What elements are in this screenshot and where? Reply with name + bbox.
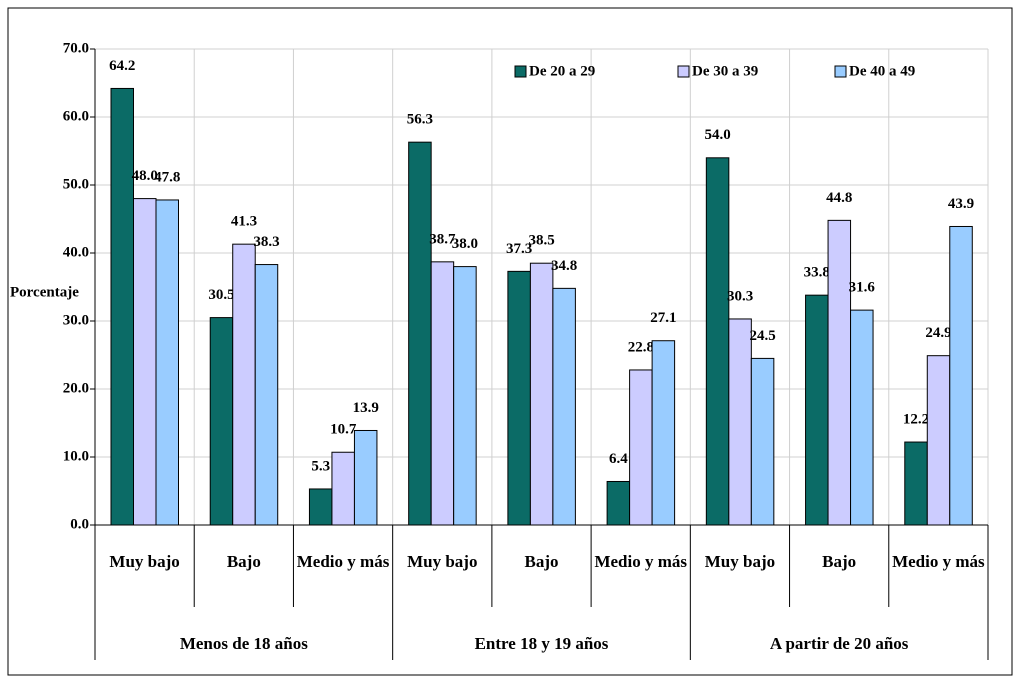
x-tick-label: Bajo (226, 552, 261, 571)
group-label: Entre 18 y 19 años (474, 634, 609, 653)
bar (453, 266, 477, 526)
data-label: 41.3 (231, 214, 257, 230)
x-tick-label-box: Bajo (822, 552, 857, 571)
bar (705, 157, 730, 526)
x-tick-label: Medio y más (594, 552, 687, 571)
data-label: 24.9 (925, 325, 951, 341)
frame (7, 7, 1013, 676)
data-label: 37.3 (506, 241, 532, 257)
x-tick-label: Medio y más (892, 552, 985, 571)
y-tick-label: 0.0 (70, 516, 89, 532)
data-label: 56.3 (407, 112, 433, 128)
data-label: 34.8 (551, 258, 577, 274)
y-tick-label: 30.0 (63, 312, 89, 328)
y-tick-label: 60.0 (63, 108, 89, 124)
x-tick-label: Medio y más (296, 552, 390, 571)
data-label: 38.3 (253, 234, 279, 250)
group-label-box: Entre 18 y 19 años (474, 634, 609, 653)
x-tick-label-box: Muy bajo (704, 552, 776, 571)
group-label: Menos de 18 años (179, 634, 308, 653)
data-label: 31.6 (849, 280, 876, 296)
y-tick-label: 40.0 (63, 244, 89, 260)
data-label: 24.5 (749, 328, 775, 344)
bar (651, 340, 676, 526)
bar (850, 309, 874, 526)
data-label: 33.8 (804, 265, 830, 281)
data-label: 47.8 (154, 169, 180, 185)
legend-swatch (677, 65, 690, 78)
data-label: 43.9 (948, 196, 974, 212)
y-tick-label: 70.0 (63, 40, 89, 56)
bar (308, 488, 333, 526)
group-label: A partir de 20 años (769, 634, 909, 653)
data-label: 22.8 (628, 339, 654, 355)
y-tick-label: 10.0 (63, 448, 89, 464)
bar (209, 317, 234, 526)
x-tick-label: Muy bajo (704, 552, 776, 571)
bar (904, 441, 928, 526)
x-tick-label: Bajo (524, 552, 559, 571)
x-tick-label-box: Muy bajo (407, 552, 478, 571)
bar (949, 225, 973, 526)
data-label: 30.3 (727, 288, 753, 304)
bar (110, 87, 134, 526)
bar (254, 264, 279, 526)
bar (926, 355, 951, 526)
data-label: 5.3 (311, 458, 330, 474)
data-label: 44.8 (826, 190, 852, 206)
legend-label: De 20 a 29 (529, 63, 595, 79)
data-label: 48.0 (132, 168, 158, 184)
bar (606, 480, 631, 526)
data-label: 12.2 (903, 411, 929, 427)
bar (133, 198, 157, 526)
x-tick-label-box: Medio y más (594, 552, 687, 571)
bar (232, 243, 256, 526)
legend-swatch (514, 65, 527, 78)
data-label: 54.0 (704, 127, 730, 143)
data-label: 38.5 (529, 233, 555, 249)
bar (507, 270, 531, 526)
data-label: 27.1 (650, 310, 676, 326)
bar (805, 294, 829, 526)
data-label: 30.5 (208, 287, 234, 303)
data-label: 38.0 (452, 236, 478, 252)
x-tick-label-box: Muy bajo (109, 552, 180, 571)
bar (629, 369, 653, 526)
legend-label: De 40 a 49 (849, 63, 915, 79)
bar (331, 451, 355, 526)
bar (552, 287, 576, 526)
x-tick-label: Muy bajo (407, 552, 478, 571)
bar (408, 141, 432, 526)
x-tick-label-box: Medio y más (296, 552, 390, 571)
group-label-box: Menos de 18 años (179, 634, 308, 653)
x-tick-label-box: Bajo (524, 552, 559, 571)
bar (529, 262, 554, 526)
bar (827, 219, 852, 526)
x-tick-label-box: Bajo (226, 552, 261, 571)
bar (155, 199, 179, 526)
x-tick-label: Bajo (822, 552, 857, 571)
bar (750, 357, 775, 526)
data-label: 13.9 (353, 400, 379, 416)
group-label-box: A partir de 20 años (769, 634, 909, 653)
legend-swatch (834, 65, 847, 78)
x-tick-label-box: Medio y más (892, 552, 985, 571)
data-label: 6.4 (609, 451, 628, 467)
data-label: 64.2 (109, 58, 135, 74)
bar (728, 318, 752, 526)
data-label: 10.7 (330, 422, 357, 438)
y-axis-label: Porcentaje (10, 284, 79, 300)
x-tick-label: Muy bajo (109, 552, 180, 571)
bar (430, 261, 455, 526)
data-label: 38.7 (429, 231, 456, 247)
y-tick-label: 50.0 (63, 176, 89, 192)
legend-label: De 30 a 39 (692, 63, 758, 79)
y-tick-label: 20.0 (63, 380, 89, 396)
bar (353, 429, 378, 526)
